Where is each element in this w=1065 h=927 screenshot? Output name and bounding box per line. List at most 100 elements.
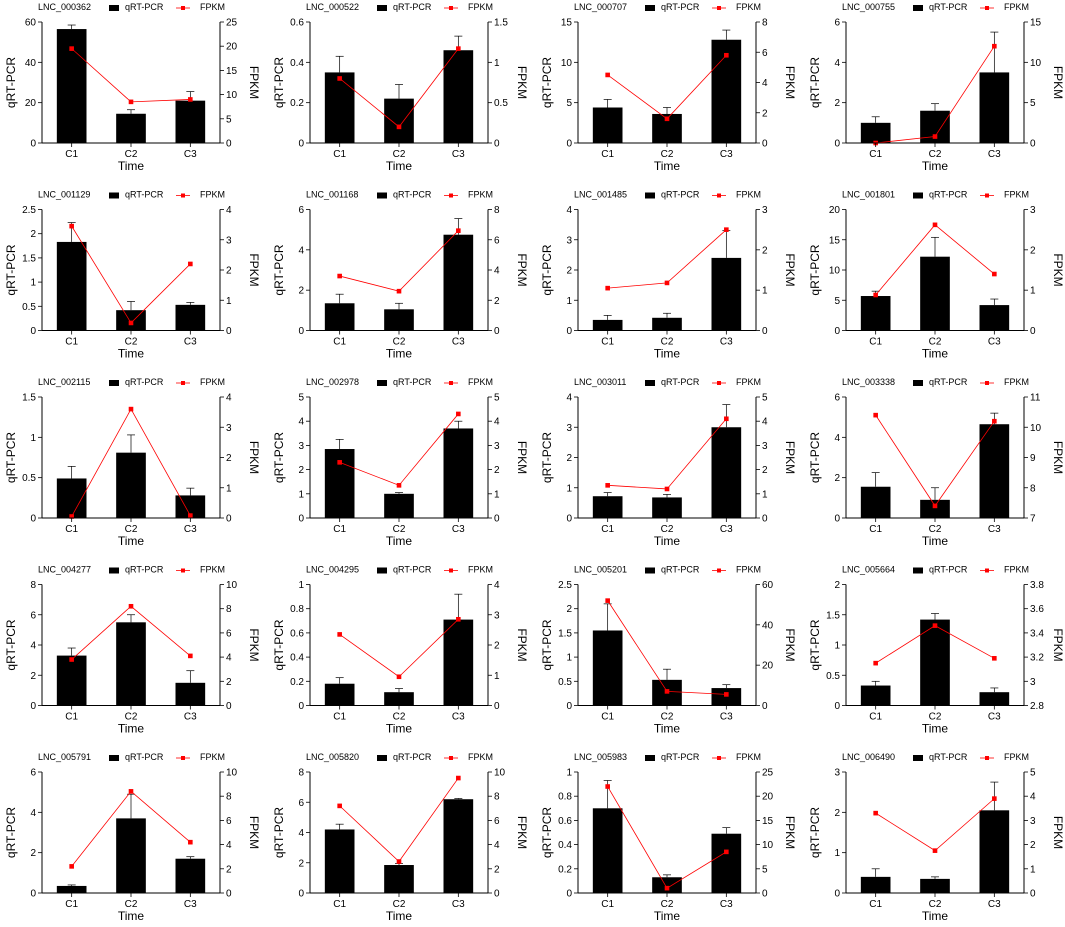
left-tick-label: 1 bbox=[566, 768, 572, 779]
right-tick-label: 6 bbox=[494, 235, 500, 246]
left-tick-label: 10 bbox=[829, 266, 841, 277]
fpkm-point-C2 bbox=[128, 603, 134, 609]
right-tick-label: 4 bbox=[762, 78, 768, 89]
fpkm-point-C3 bbox=[188, 97, 193, 102]
y-right-axis-title: FPKM bbox=[515, 66, 529, 99]
right-tick-label: 1 bbox=[494, 671, 500, 682]
left-tick-label: 0 bbox=[834, 514, 840, 525]
x-tick-label: C1 bbox=[869, 712, 882, 723]
x-tick-label: C2 bbox=[929, 337, 942, 348]
y-left-axis-title: qRT-PCR bbox=[540, 57, 554, 108]
left-tick-label: 1 bbox=[30, 278, 36, 289]
legend-line-marker bbox=[181, 756, 185, 760]
fpkm-point-C3 bbox=[724, 849, 729, 855]
legend-bar-label: qRT-PCR bbox=[125, 752, 164, 762]
left-tick-label: 1 bbox=[834, 848, 840, 859]
right-tick-label: 0 bbox=[226, 326, 232, 337]
y-left-axis-title: qRT-PCR bbox=[808, 57, 822, 108]
x-axis-title: Time bbox=[118, 159, 145, 173]
x-axis-title: Time bbox=[118, 347, 145, 361]
bar-C1 bbox=[860, 876, 891, 893]
y-left-axis-title: qRT-PCR bbox=[808, 619, 822, 670]
legend-line-label: FPKM bbox=[468, 377, 493, 387]
left-tick-label: 4 bbox=[298, 417, 304, 428]
chart-title: LNC_005201 bbox=[574, 565, 627, 575]
bar-C1 bbox=[860, 486, 891, 518]
legend-bar-label: qRT-PCR bbox=[929, 190, 968, 200]
left-tick-label: 0 bbox=[30, 701, 36, 712]
fpkm-point-C2 bbox=[128, 789, 134, 794]
x-tick-label: C3 bbox=[720, 712, 733, 723]
right-tick-label: 2 bbox=[494, 864, 500, 875]
bar-C2 bbox=[116, 622, 146, 706]
x-axis-title: Time bbox=[386, 159, 413, 173]
left-tick-label: 1 bbox=[566, 296, 572, 307]
fpkm-point-C3 bbox=[724, 52, 729, 58]
y-left-axis-title: qRT-PCR bbox=[4, 619, 18, 670]
x-axis-title: Time bbox=[118, 909, 145, 922]
right-tick-label: 0 bbox=[494, 514, 500, 525]
x-axis-title: Time bbox=[386, 347, 413, 361]
x-tick-label: C1 bbox=[333, 712, 346, 723]
fpkm-point-C3 bbox=[992, 418, 997, 424]
x-tick-label: C1 bbox=[601, 524, 614, 535]
left-tick-label: 2 bbox=[834, 98, 840, 109]
bar-C1 bbox=[56, 885, 87, 893]
x-tick-label: C2 bbox=[661, 712, 674, 723]
legend-bar-label: qRT-PCR bbox=[393, 190, 432, 200]
fpkm-point-C1 bbox=[873, 660, 878, 666]
right-tick-label: 2 bbox=[762, 465, 768, 476]
bar-C3 bbox=[443, 428, 474, 518]
y-left-axis-title: qRT-PCR bbox=[272, 619, 286, 670]
fpkm-point-C1 bbox=[605, 598, 610, 603]
x-tick-label: C2 bbox=[393, 149, 406, 160]
legend-line-label: FPKM bbox=[468, 565, 493, 575]
legend-bar-label: qRT-PCR bbox=[125, 2, 164, 12]
right-tick-label: 4 bbox=[226, 840, 232, 851]
bar-C2 bbox=[116, 113, 146, 143]
right-tick-label: 15 bbox=[226, 66, 238, 77]
y-left-axis-title: qRT-PCR bbox=[808, 432, 822, 483]
x-axis-title: Time bbox=[118, 534, 145, 548]
y-right-axis-title: FPKM bbox=[515, 441, 529, 474]
x-tick-label: C1 bbox=[333, 524, 346, 535]
left-tick-label: 0 bbox=[566, 889, 572, 900]
left-tick-label: 4 bbox=[834, 58, 840, 69]
left-tick-label: 0.2 bbox=[290, 98, 304, 109]
right-tick-label: 2 bbox=[1030, 245, 1036, 256]
x-tick-label: C1 bbox=[65, 524, 78, 535]
x-axis-title: Time bbox=[922, 722, 949, 736]
right-tick-label: 3 bbox=[226, 423, 232, 434]
chart-title: LNC_004295 bbox=[306, 565, 359, 575]
fpkm-point-C3 bbox=[992, 271, 997, 277]
x-axis-title: Time bbox=[654, 722, 681, 736]
left-tick-label: 8 bbox=[30, 580, 36, 591]
legend-line-marker bbox=[717, 193, 721, 198]
left-tick-label: 15 bbox=[829, 235, 841, 246]
x-tick-label: C1 bbox=[601, 149, 614, 160]
x-tick-label: C3 bbox=[184, 524, 197, 535]
left-tick-label: 20 bbox=[829, 205, 841, 216]
left-tick-label: 10 bbox=[561, 58, 573, 69]
fpkm-point-C1 bbox=[873, 412, 878, 418]
left-tick-label: 1 bbox=[566, 483, 572, 494]
right-tick-label: 20 bbox=[762, 792, 774, 803]
bar-C3 bbox=[711, 427, 742, 518]
chart-title: LNC_003338 bbox=[842, 377, 895, 387]
fpkm-line bbox=[339, 619, 459, 678]
fpkm-point-C3 bbox=[456, 411, 461, 417]
bar-C2 bbox=[920, 878, 950, 893]
left-tick-label: 3 bbox=[566, 423, 572, 434]
fpkm-point-C2 bbox=[396, 674, 402, 680]
bar-C1 bbox=[324, 449, 355, 518]
right-tick-label: 1 bbox=[494, 489, 500, 500]
chart-title: LNC_005983 bbox=[574, 752, 627, 762]
legend-bar-label: qRT-PCR bbox=[929, 2, 968, 12]
bar-C1 bbox=[56, 29, 87, 143]
right-tick-label: 1 bbox=[494, 58, 500, 69]
legend-bar-swatch bbox=[377, 380, 387, 386]
bar-C3 bbox=[175, 858, 206, 893]
legend-bar-swatch bbox=[913, 380, 923, 386]
fpkm-point-C2 bbox=[932, 503, 938, 509]
x-tick-label: C2 bbox=[661, 149, 674, 160]
